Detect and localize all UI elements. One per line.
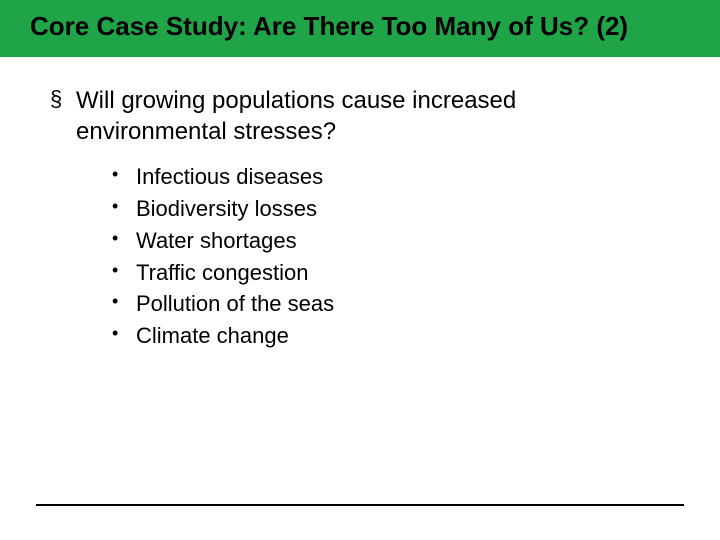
title-bar: Core Case Study: Are There Too Many of U… <box>0 0 720 57</box>
sub-bullet-item: • Pollution of the seas <box>112 288 670 320</box>
sub-bullet-icon: • <box>112 320 136 352</box>
sub-bullet-item: • Water shortages <box>112 225 670 257</box>
footer-divider <box>36 504 684 506</box>
main-bullet-text: Will growing populations cause increased… <box>76 85 670 147</box>
sub-bullet-icon: • <box>112 161 136 193</box>
sub-bullet-item: • Biodiversity losses <box>112 193 670 225</box>
slide-title: Core Case Study: Are There Too Many of U… <box>30 10 690 43</box>
sub-bullet-text: Climate change <box>136 320 289 352</box>
sub-bullet-text: Pollution of the seas <box>136 288 334 320</box>
sub-bullet-item: • Climate change <box>112 320 670 352</box>
sub-bullet-text: Biodiversity losses <box>136 193 317 225</box>
sub-bullet-list: • Infectious diseases • Biodiversity los… <box>112 161 670 352</box>
sub-bullet-text: Traffic congestion <box>136 257 308 289</box>
slide: Core Case Study: Are There Too Many of U… <box>0 0 720 540</box>
slide-content: § Will growing populations cause increas… <box>0 57 720 353</box>
sub-bullet-icon: • <box>112 193 136 225</box>
sub-bullet-text: Infectious diseases <box>136 161 323 193</box>
sub-bullet-text: Water shortages <box>136 225 297 257</box>
sub-bullet-item: • Traffic congestion <box>112 257 670 289</box>
sub-bullet-icon: • <box>112 288 136 320</box>
main-bullet-icon: § <box>50 85 76 147</box>
sub-bullet-icon: • <box>112 225 136 257</box>
sub-bullet-item: • Infectious diseases <box>112 161 670 193</box>
sub-bullet-icon: • <box>112 257 136 289</box>
main-bullet-item: § Will growing populations cause increas… <box>50 85 670 147</box>
